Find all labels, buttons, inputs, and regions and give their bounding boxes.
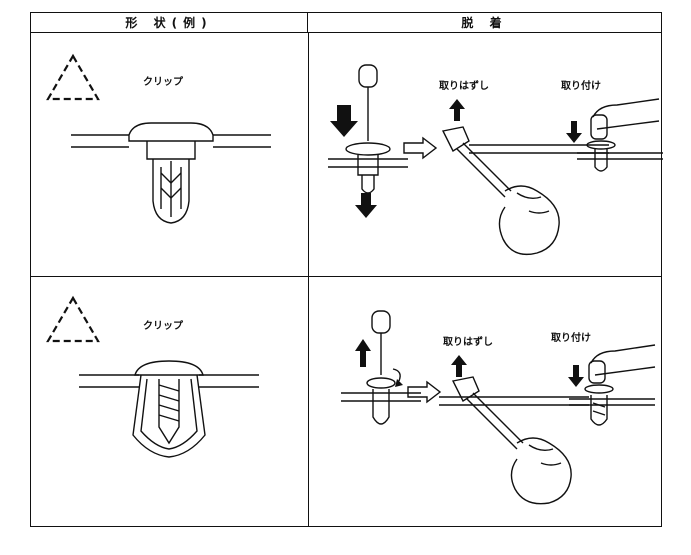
warning-triangle-icon: [46, 53, 100, 101]
remover-tool-diagram-2: [439, 376, 589, 505]
remove-label-2: 取りはずし: [443, 337, 493, 348]
finger-install-diagram-2: [568, 344, 656, 426]
process-arrow-icon: [403, 136, 438, 160]
header-detach: 脱 着: [308, 13, 661, 33]
clip-label: クリップ: [143, 77, 183, 88]
clip-table: 形 状(例) 脱 着 クリップ: [30, 12, 663, 527]
install-label-2: 取り付け: [551, 333, 591, 344]
remove-label: 取りはずし: [439, 81, 489, 92]
warning-triangle-icon-2: [46, 295, 100, 343]
push-clip-diagram: [71, 122, 271, 224]
up-arrow-icon: [449, 99, 465, 121]
process-arrow-icon-2: [407, 380, 442, 404]
header-shape: 形 状(例): [31, 13, 308, 33]
up-arrow-icon-2: [451, 355, 467, 377]
install-label: 取り付け: [561, 81, 601, 92]
screw-clip-diagram: [79, 360, 259, 458]
clip-label-2: クリップ: [143, 321, 183, 332]
remover-tool-diagram: [441, 126, 609, 256]
screwdriver-press-diagram: [328, 64, 408, 218]
finger-install-diagram: [566, 98, 663, 172]
row-divider: [31, 276, 661, 277]
screwdriver-turn-diagram: [341, 310, 421, 425]
column-divider: [308, 33, 309, 526]
